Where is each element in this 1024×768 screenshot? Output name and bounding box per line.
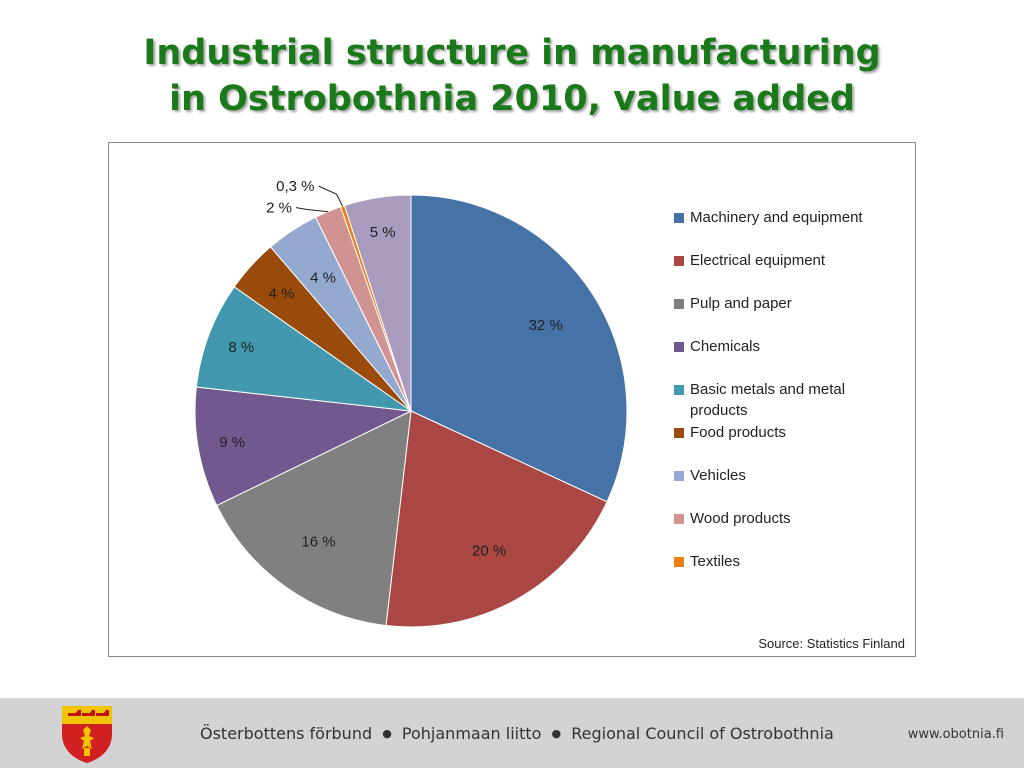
slice-label-textiles: 0,3 % bbox=[276, 178, 314, 195]
legend-swatch bbox=[674, 514, 684, 524]
pie-slice-unlabeled bbox=[343, 194, 412, 412]
legend-label: Electrical equipment bbox=[690, 252, 826, 269]
pie-chart-svg: 32 % 20 % 16 % 9 % 8 % 4 % 4 % 2 % 0,3 % 5 % bbox=[194, 178, 628, 628]
footer-bar: Österbottens förbund ● Pohjanmaan liitto… bbox=[0, 698, 1024, 768]
legend-label: Basic metals and metal products bbox=[690, 381, 846, 419]
legend-swatch bbox=[674, 428, 684, 438]
separator-dot: ● bbox=[551, 727, 562, 740]
legend-label: Chemicals bbox=[690, 338, 761, 355]
title-line-1: Industrial structure in manufacturing bbox=[143, 33, 881, 73]
pie-slice-pulp-paper bbox=[216, 410, 412, 627]
slice-label-electrical: 20 % bbox=[472, 542, 506, 559]
footer-organization: Österbottens förbund ● Pohjanmaan liitto… bbox=[200, 724, 834, 743]
pie-chart: 32 % 20 % 16 % 9 % 8 % 4 % 4 % 2 % 0,3 % 5 % Mach… bbox=[108, 142, 916, 657]
pie-slice-electrical bbox=[385, 410, 608, 628]
slide-title: Industrial structure in manufacturing in… bbox=[0, 30, 1024, 122]
legend-swatch bbox=[674, 256, 684, 266]
legend-label: Wood products bbox=[690, 510, 791, 527]
leader-line-textiles bbox=[318, 185, 343, 207]
legend-swatch bbox=[674, 557, 684, 567]
slice-label-unlabeled: 5 % bbox=[370, 224, 396, 241]
website-link[interactable]: www.obotnia.fi bbox=[907, 727, 1004, 742]
slice-label-vehicles: 4 % bbox=[310, 270, 336, 287]
pie-slice-chemicals bbox=[194, 386, 413, 507]
legend-swatch bbox=[674, 342, 684, 352]
legend-label: Textiles bbox=[690, 553, 741, 570]
legend-label: Food products bbox=[690, 424, 786, 441]
leader-line-wood bbox=[295, 207, 328, 213]
slice-label-pulp-paper: 16 % bbox=[301, 533, 335, 550]
title-line-2: in Ostrobothnia 2010, value added bbox=[169, 79, 855, 119]
legend-swatch bbox=[674, 385, 684, 395]
org-name-finnish: Pohjanmaan liitto bbox=[401, 724, 542, 743]
legend-label: Pulp and paper bbox=[690, 295, 792, 312]
slice-label-basic-metals: 8 % bbox=[228, 339, 254, 356]
slice-label-food: 4 % bbox=[269, 285, 295, 302]
chart-source: Source: Statistics Finland bbox=[758, 636, 905, 651]
legend-swatch bbox=[674, 471, 684, 481]
slice-label-machinery: 32 % bbox=[529, 317, 563, 334]
slice-label-chemicals: 9 % bbox=[219, 434, 245, 451]
org-name-swedish: Österbottens förbund bbox=[200, 724, 373, 743]
legend-swatch bbox=[674, 213, 684, 223]
ostrobothnia-coat-of-arms-icon bbox=[62, 706, 112, 763]
legend-swatch bbox=[674, 299, 684, 309]
separator-dot: ● bbox=[382, 727, 392, 740]
slice-label-wood: 2 % bbox=[266, 200, 292, 217]
org-name-english: Regional Council of Ostrobothnia bbox=[571, 724, 834, 743]
legend-label: Machinery and equipment bbox=[690, 209, 863, 226]
pie-slice-machinery bbox=[410, 194, 628, 503]
pie-slice-basic-metals bbox=[195, 286, 412, 412]
legend-label: Vehicles bbox=[690, 467, 746, 484]
